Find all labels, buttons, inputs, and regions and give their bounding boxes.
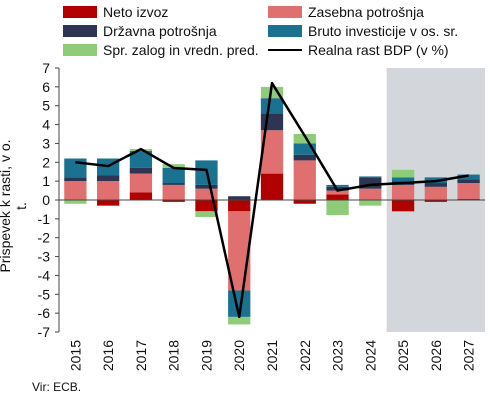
legend-label-zalog: Spr. zalog in vredn. pred. [103,42,259,58]
bar-2019-s2 [195,184,218,189]
bar-2016-s0 [97,200,120,206]
legend-item-zalog: Spr. zalog in vredn. pred. [63,42,259,58]
legend-swatch-neto [63,6,97,18]
x-tick-label: 2016 [100,340,116,371]
bar-2027-s1 [457,183,480,200]
bar-2019-s0 [195,200,218,212]
bar-2019-s4 [195,211,218,217]
bar-2017-s2 [129,167,153,174]
legend-item-bdp: Realna rast BDP (v %) [268,42,449,58]
bar-2016-s2 [97,175,120,182]
bar-2027-s3 [457,174,480,180]
bar-2023-s3 [326,184,349,187]
legend-swatch-bruto [268,25,302,37]
bar-2017-s3 [129,150,153,168]
bar-2018-s4 [162,164,185,168]
bar-2022-s3 [293,143,316,155]
bar-2020-s2 [228,196,251,200]
x-tick-label: 2024 [362,340,378,371]
bar-2023-s4 [326,200,349,216]
legend-item-zasebna: Zasebna potrošnja [268,4,424,20]
y-tick-label: 1 [42,173,50,189]
legend-label-neto: Neto izvoz [103,4,169,20]
y-tick-label: -2 [38,230,51,246]
bar-2015-s3 [64,158,87,178]
y-tick-label: 7 [42,60,50,76]
y-tick-label: -7 [38,324,51,340]
bar-2018-s2 [162,183,185,185]
x-tick-label: 2023 [330,340,346,371]
x-tick-label: 2027 [461,340,477,371]
legend-swatch-zalog [63,44,97,56]
bar-2018-s3 [162,167,185,184]
y-tick-label: 4 [42,117,50,133]
bar-2020-s0 [228,200,251,212]
bar-2025-s1 [391,184,415,200]
bar-2025-s0 [391,200,415,212]
legend-item-bruto: Bruto investicije v os. sr. [268,23,458,39]
legend-swatch-zasebna [268,6,302,18]
bar-2023-s0 [326,194,349,200]
bar-2017-s1 [129,173,153,193]
bar-2022-s1 [293,160,316,200]
x-tick-label: 2017 [133,340,149,371]
y-tick-label: -5 [38,286,51,302]
bar-2022-s0 [293,200,316,204]
x-tick-label: 2019 [198,340,214,371]
bar-2018-s1 [162,184,185,200]
bar-2021-s4 [260,86,284,99]
legend-label-bdp: Realna rast BDP (v %) [308,42,449,58]
y-tick-label: -4 [38,267,51,283]
x-tick-label: 2026 [428,340,444,371]
bar-2024-s3 [359,176,382,178]
legend-swatch-bdp [268,49,302,51]
legend-item-drzavna: Državna potrošnja [63,23,217,39]
x-tick-label: 2022 [297,340,313,371]
x-tick-label: 2020 [231,340,247,371]
y-tick-label: -1 [38,211,51,227]
bar-2022-s4 [293,134,316,144]
bar-2021-s1 [260,130,284,174]
bar-2016-s1 [97,181,120,200]
y-tick-label: -3 [38,249,51,265]
y-tick-label: 2 [42,154,50,170]
x-tick-label: 2021 [264,340,280,371]
bar-2015-s2 [64,177,87,182]
bar-2024-s1 [359,188,382,200]
bar-2015-s4 [64,200,87,204]
bar-2027-s2 [457,179,480,184]
bar-2019-s1 [195,188,218,200]
y-tick-label: 6 [42,79,50,95]
bar-2025-s3 [391,177,415,182]
bar-2021-s3 [260,98,284,114]
y-tick-label: 5 [42,98,50,114]
x-tick-label: 2015 [67,340,83,371]
bar-2017-s0 [129,192,153,200]
y-tick-label: 0 [42,192,50,208]
legend-label-drzavna: Državna potrošnja [103,23,217,39]
legend-label-zasebna: Zasebna potrošnja [308,4,424,20]
x-tick-label: 2025 [395,340,411,371]
bar-2021-s0 [260,173,284,200]
bar-2015-s1 [64,181,87,200]
bar-2024-s2 [359,177,382,189]
bar-2018-s0 [162,200,185,202]
x-tick-label: 2018 [166,340,182,371]
bar-2026-s0 [424,200,447,202]
bar-2021-s2 [260,113,284,131]
source-note: Vir: ECB. [32,380,82,394]
legend-item-neto: Neto izvoz [63,4,168,20]
bar-2023-s1 [326,190,349,195]
y-tick-label: 3 [42,135,50,151]
bar-2026-s2 [424,183,447,187]
legend-swatch-drzavna [63,25,97,37]
bar-2025-s4 [391,169,415,178]
bar-2022-s2 [293,154,316,161]
y-tick-label: -6 [38,305,51,321]
legend-label-bruto: Bruto investicije v os. sr. [308,23,459,39]
bar-2020-s4 [228,316,251,325]
bar-2026-s1 [424,186,447,200]
bar-2024-s4 [359,200,382,206]
